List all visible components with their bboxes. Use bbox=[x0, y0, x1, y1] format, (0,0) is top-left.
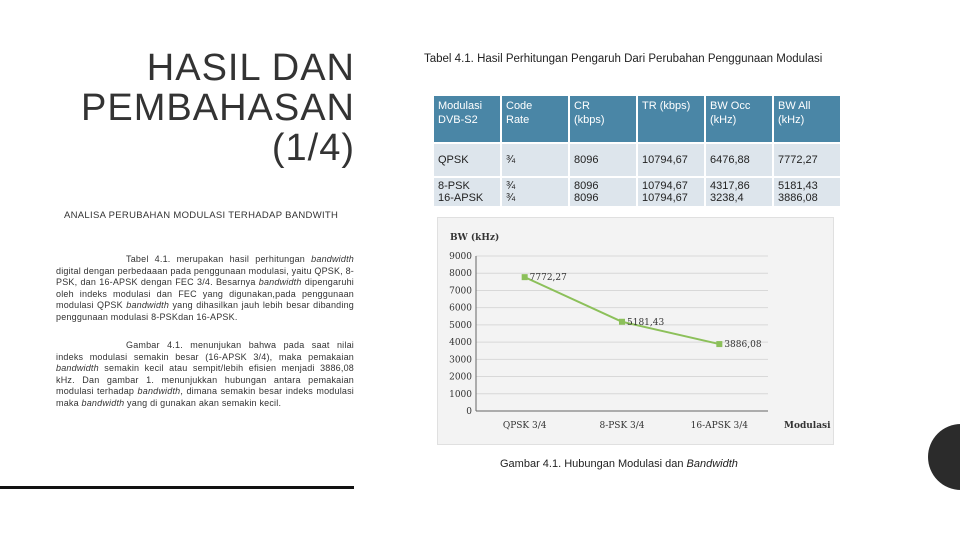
figure-caption: Gambar 4.1. Hubungan Modulasi dan Bandwi… bbox=[500, 458, 738, 470]
y-tick-label: 5000 bbox=[449, 321, 472, 331]
cell-line: 8-PSK bbox=[438, 180, 470, 192]
text-run: yang di gunakan akan semakin kecil. bbox=[124, 397, 282, 408]
data-label: 3886,08 bbox=[724, 340, 761, 350]
text-run: yang dihasilkan jauh lebih besar dibandi… bbox=[56, 300, 354, 322]
y-tick-label: 9000 bbox=[449, 252, 472, 262]
title-line: PEMBAHASAN bbox=[81, 87, 355, 129]
header-bw-occ: BW Occ (kHz) bbox=[706, 96, 772, 142]
table-cell: 10794,67 10794,67 bbox=[638, 178, 704, 206]
table-cell: 8-PSK 16-APSK bbox=[434, 178, 500, 206]
chart-svg: BW (kHz) Modulasi 0 1000 2000 3000 4000 5000 6… bbox=[449, 232, 831, 431]
table-cell: 8096 bbox=[570, 144, 636, 176]
cell-line: 3886,08 bbox=[778, 192, 818, 204]
cell-line: 8096 bbox=[574, 180, 599, 192]
table-caption: Tabel 4.1. Hasil Perhitungan Pengaruh Da… bbox=[424, 53, 823, 65]
y-tick-label: 7000 bbox=[449, 286, 472, 296]
x-tick-label: 16-APSK 3/4 bbox=[691, 421, 749, 431]
header-text: BW Occ bbox=[710, 100, 751, 112]
cell-line: ¾ bbox=[506, 192, 516, 204]
text-run: semakin kecil atau sempit/lebih efisien … bbox=[56, 363, 354, 397]
data-label: 7772,27 bbox=[530, 273, 567, 283]
table-cell: ¾ bbox=[502, 144, 568, 176]
cell-line: ¾ bbox=[506, 180, 516, 192]
text-run: digital dengan perbedaaan pada penggunaa… bbox=[56, 265, 354, 288]
section-subtitle: ANALISA PERUBAHAN MODULASI TERHADAP BAND… bbox=[64, 210, 339, 221]
text-run-italic: bandwidth bbox=[126, 300, 170, 311]
results-table: Modulasi DVB-S2 Code Rate CR (kbps) TR (kbp… bbox=[432, 94, 842, 208]
y-tick-label: 3000 bbox=[449, 355, 472, 365]
x-tick-label: 8-PSK 3/4 bbox=[599, 421, 644, 431]
data-point bbox=[619, 318, 625, 325]
text-run: Gambar 4.1. menunjukan bahwa pada saat n… bbox=[56, 340, 354, 362]
header-text: Rate bbox=[506, 114, 530, 126]
header-code-rate: Code Rate bbox=[502, 96, 568, 142]
table-cell: 7772,27 bbox=[774, 144, 840, 176]
text-run: dipengaruhi oleh indeks modulasi dan FEC… bbox=[56, 277, 354, 311]
header-text: (kHz) bbox=[778, 114, 805, 126]
header-text: TR (kbps) bbox=[642, 100, 691, 112]
cell-line: 10794,67 bbox=[642, 192, 688, 204]
text-run-italic: bandwidth bbox=[137, 386, 181, 397]
paragraph-table-explanation: Tabel 4.1. merupakan hasil perhitungan b… bbox=[56, 254, 354, 324]
divider-line bbox=[0, 486, 354, 489]
header-text: (kHz) bbox=[710, 114, 737, 126]
caption-text-italic: Bandwidth bbox=[686, 458, 738, 470]
paragraph-figure-explanation: Gambar 4.1. menunjukan bahwa pada saat n… bbox=[56, 340, 354, 410]
data-point bbox=[716, 341, 723, 348]
y-tick-label: 8000 bbox=[449, 269, 472, 279]
slide-title: HASIL DAN PEMBAHASAN (1/4) bbox=[60, 48, 355, 168]
header-text: CR bbox=[574, 100, 590, 112]
table-header-row: Modulasi DVB-S2 Code Rate CR (kbps) TR (kbp… bbox=[434, 96, 840, 142]
y-tick-label: 4000 bbox=[449, 338, 472, 348]
cell-line: 16-APSK bbox=[438, 192, 484, 204]
header-text: DVB-S2 bbox=[438, 114, 478, 126]
data-label: 5181,43 bbox=[627, 318, 664, 328]
table-cell: QPSK bbox=[434, 144, 500, 176]
cell-line: 5181,43 bbox=[778, 180, 818, 192]
decorative-circle bbox=[928, 424, 960, 490]
x-axis-label: Modulasi bbox=[784, 421, 831, 431]
table-cell: 6476,88 bbox=[706, 144, 772, 176]
x-tick-label: QPSK 3/4 bbox=[503, 421, 547, 431]
bandwidth-chart: BW (kHz) Modulasi 0 1000 2000 3000 4000 5000 6… bbox=[437, 217, 834, 445]
table-cell: 10794,67 bbox=[638, 144, 704, 176]
caption-text: Gambar 4.1. Hubungan Modulasi dan bbox=[500, 458, 687, 470]
text-run-italic: bandwidth bbox=[258, 277, 302, 288]
text-run-italic: bandwidth bbox=[56, 363, 99, 374]
y-tick-label: 6000 bbox=[449, 304, 472, 314]
text-run: Tabel 4.1. merupakan hasil perhitungan bbox=[126, 254, 312, 264]
table-cell: 4317,86 3238,4 bbox=[706, 178, 772, 206]
header-text: BW All bbox=[778, 100, 811, 112]
table-row: QPSK ¾ 8096 10794,67 6476,88 7772,27 bbox=[434, 144, 840, 176]
title-line: (1/4) bbox=[271, 127, 355, 169]
header-bw-all: BW All (kHz) bbox=[774, 96, 840, 142]
cell-line: 3238,4 bbox=[710, 192, 744, 204]
y-tick-label: 1000 bbox=[449, 390, 472, 400]
header-text: Code bbox=[506, 100, 533, 112]
series-line bbox=[524, 276, 720, 346]
text-run-italic: bandwidth bbox=[311, 254, 354, 264]
title-line: HASIL DAN bbox=[146, 47, 355, 89]
header-modulasi: Modulasi DVB-S2 bbox=[434, 96, 500, 142]
y-tick-label: 2000 bbox=[449, 373, 472, 383]
y-tick-label: 0 bbox=[466, 407, 472, 417]
data-point bbox=[521, 274, 528, 281]
text-run: , dimana semakin besar indeks modulasi m… bbox=[56, 386, 354, 408]
header-text: (kbps) bbox=[574, 114, 605, 126]
cell-line: 8096 bbox=[574, 192, 599, 204]
table-cell: 5181,43 3886,08 bbox=[774, 178, 840, 206]
header-cr: CR (kbps) bbox=[570, 96, 636, 142]
table-cell: 8096 8096 bbox=[570, 178, 636, 206]
text-run-italic: bandwidth bbox=[81, 397, 125, 408]
cell-line: 4317,86 bbox=[710, 180, 750, 192]
y-axis-label: BW (kHz) bbox=[450, 232, 499, 243]
header-text: Modulasi bbox=[438, 100, 483, 112]
header-tr: TR (kbps) bbox=[638, 96, 704, 142]
cell-line: 10794,67 bbox=[642, 180, 688, 192]
